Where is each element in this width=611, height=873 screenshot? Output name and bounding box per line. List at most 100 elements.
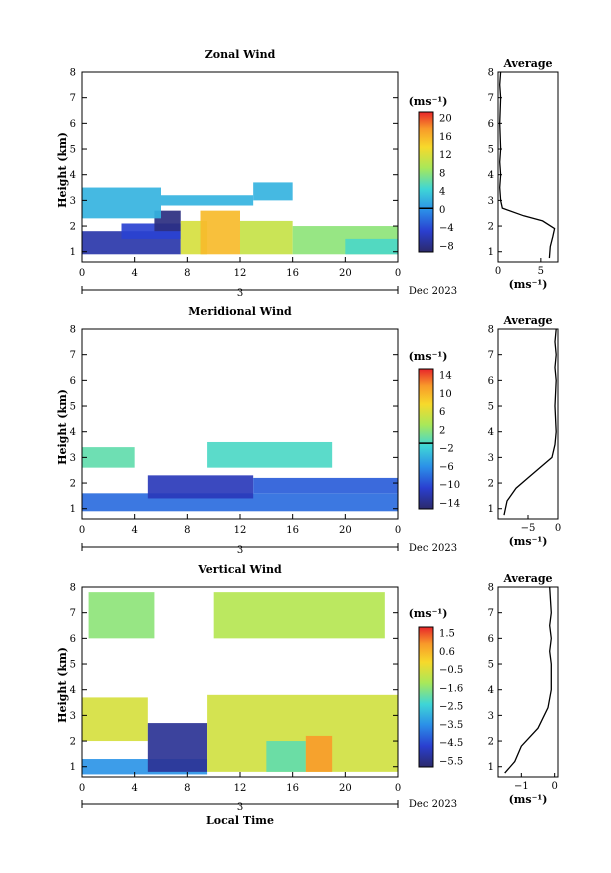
day-bar: 3 bbox=[81, 543, 399, 556]
colorbar-tick-label: 6 bbox=[439, 407, 445, 418]
colorbar-tick-label: −2 bbox=[439, 444, 454, 455]
colorbar-tick-label: −14 bbox=[439, 499, 460, 510]
average-x-tick-label: −5 bbox=[521, 523, 536, 534]
average-frame bbox=[497, 71, 559, 263]
day-label: 3 bbox=[237, 802, 243, 813]
y-tick-label: 7 bbox=[70, 93, 76, 104]
y-tick-label: 2 bbox=[70, 479, 76, 490]
y-tick-label: 4 bbox=[70, 427, 76, 438]
heatmap-cell bbox=[147, 723, 208, 772]
y-tick-label: 4 bbox=[70, 685, 76, 696]
colorbar: 1.5 0.6 −0.5 −1.6 −2.5 −3.5 −4.5 −5.5 bbox=[418, 626, 463, 768]
average-frame bbox=[497, 328, 559, 520]
x-tick-label: 20 bbox=[339, 268, 352, 279]
heatmap-cell bbox=[266, 741, 306, 772]
x-tick-label: 20 bbox=[339, 783, 352, 794]
colorbar-tick-label: −3.5 bbox=[439, 720, 463, 731]
average-x-tick-label: 0 bbox=[495, 266, 501, 277]
average-y-tick-label: 4 bbox=[488, 170, 494, 181]
heatmap-cell bbox=[213, 592, 385, 639]
average-profile-line bbox=[499, 71, 556, 259]
y-axis-ticks: 1 2 3 4 5 6 7 8 bbox=[70, 583, 398, 773]
colorbar-tick-label: −1.6 bbox=[439, 683, 463, 694]
average-y-tick-label: 8 bbox=[488, 325, 494, 336]
heatmap-area bbox=[82, 592, 398, 775]
colorbar-units: (ms⁻¹) bbox=[409, 350, 448, 363]
x-tick-label: 12 bbox=[234, 268, 247, 279]
y-tick-label: 3 bbox=[70, 453, 76, 464]
average-profile-line bbox=[503, 328, 557, 516]
average-title: Average bbox=[502, 314, 552, 327]
colorbar-units: (ms⁻¹) bbox=[409, 607, 448, 620]
y-tick-label: 7 bbox=[70, 350, 76, 361]
y-tick-label: 1 bbox=[70, 504, 76, 515]
date-label: Dec 2023 bbox=[409, 799, 457, 810]
colorbar: 20 16 12 8 4 0 −4 −8 bbox=[418, 111, 454, 253]
average-y-tick-label: 2 bbox=[488, 222, 494, 233]
average-y-tick-label: 1 bbox=[488, 504, 494, 515]
average-x-tick-label: 5 bbox=[538, 266, 544, 277]
heatmap-cell bbox=[240, 220, 293, 255]
y-tick-label: 6 bbox=[70, 119, 76, 130]
x-tick-label: 16 bbox=[286, 268, 299, 279]
colorbar-tick-label: 2 bbox=[439, 425, 445, 436]
average-units: (ms⁻¹) bbox=[509, 278, 548, 291]
x-tick-label: 0 bbox=[395, 525, 401, 536]
y-tick-label: 5 bbox=[70, 145, 76, 156]
panel-title: Vertical Wind bbox=[197, 563, 282, 576]
average-y-tick-label: 6 bbox=[488, 634, 494, 645]
x-tick-label: 12 bbox=[234, 783, 247, 794]
colorbar-gradient bbox=[418, 111, 434, 253]
x-axis-ticks: 0 4 8 12 16 20 0 bbox=[79, 772, 401, 794]
date-label: Dec 2023 bbox=[409, 286, 457, 297]
average-y-tick-label: 4 bbox=[488, 685, 494, 696]
colorbar-tick-label: 0.6 bbox=[439, 647, 455, 658]
colorbar-tick-label: −4 bbox=[439, 223, 454, 234]
colorbar-units: (ms⁻¹) bbox=[409, 95, 448, 108]
colorbar-tick-label: 8 bbox=[439, 168, 445, 179]
y-tick-label: 8 bbox=[70, 68, 76, 79]
x-axis-ticks: 0 4 8 12 16 20 0 bbox=[79, 257, 401, 279]
colorbar-tick-label: −2.5 bbox=[439, 702, 463, 713]
y-axis-ticks: 1 2 3 4 5 6 7 8 bbox=[70, 325, 398, 515]
colorbar-tick-label: 4 bbox=[439, 187, 445, 198]
x-tick-label: 8 bbox=[184, 783, 190, 794]
colorbar-tick-label: 12 bbox=[439, 150, 452, 161]
average-frame bbox=[497, 586, 559, 778]
colorbar-tick-label: 1.5 bbox=[439, 629, 455, 640]
average-y-tick-label: 4 bbox=[488, 427, 494, 438]
y-tick-label: 8 bbox=[70, 583, 76, 594]
y-tick-label: 5 bbox=[70, 660, 76, 671]
x-tick-label: 20 bbox=[339, 525, 352, 536]
x-tick-label: 12 bbox=[234, 525, 247, 536]
colorbar-tick-label: −6 bbox=[439, 462, 454, 473]
heatmap-cell bbox=[207, 441, 333, 468]
x-tick-label: 4 bbox=[131, 783, 137, 794]
x-tick-label: 0 bbox=[79, 268, 85, 279]
y-tick-label: 6 bbox=[70, 376, 76, 387]
heatmap-cell bbox=[147, 475, 254, 499]
heatmap-cell bbox=[88, 592, 155, 639]
panel-title: Zonal Wind bbox=[205, 48, 276, 61]
colorbar-tick-label: 16 bbox=[439, 132, 452, 143]
y-tick-label: 1 bbox=[70, 247, 76, 258]
average-title: Average bbox=[502, 57, 552, 70]
x-tick-label: 4 bbox=[131, 268, 137, 279]
average-profile: Average 1 2 3 4 5 6 7 8 −1 0(ms⁻¹) bbox=[488, 572, 559, 806]
heatmap-cell bbox=[253, 477, 398, 494]
average-units: (ms⁻¹) bbox=[509, 535, 548, 548]
heatmap-cell bbox=[345, 238, 398, 255]
colorbar-tick-label: −5.5 bbox=[439, 757, 463, 768]
colorbar-tick-label: 14 bbox=[439, 371, 452, 382]
y-tick-label: 3 bbox=[70, 196, 76, 207]
y-tick-label: 2 bbox=[70, 222, 76, 233]
y-tick-label: 1 bbox=[70, 762, 76, 773]
y-axis-label: Height (km) bbox=[56, 132, 69, 208]
colorbar-tick-label: 20 bbox=[439, 114, 452, 125]
heatmap-cell bbox=[161, 195, 254, 206]
day-bar: 3 bbox=[81, 286, 399, 299]
y-tick-label: 5 bbox=[70, 402, 76, 413]
